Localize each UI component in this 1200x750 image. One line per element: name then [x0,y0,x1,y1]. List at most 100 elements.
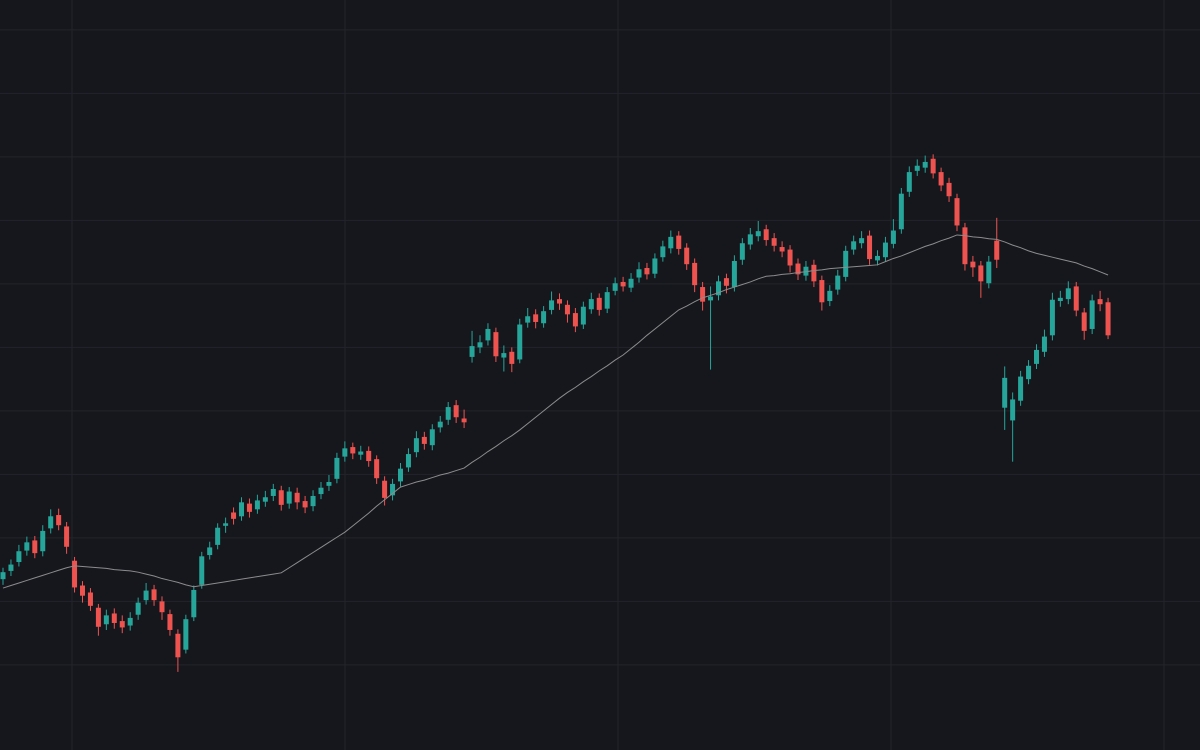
candle-body [668,236,674,249]
candle-body [366,450,372,462]
candle-body [16,551,22,563]
candle-body [342,448,348,457]
candle-body [596,297,602,310]
candle-body [1041,336,1047,352]
candle-body [318,487,324,495]
candle-body [48,516,54,529]
candle-body [588,299,594,310]
candle-body [302,501,308,508]
candle-body [739,243,745,260]
candle-body [771,238,777,246]
candle-body [183,619,189,650]
candle-body [1057,297,1063,302]
candle-body [429,429,435,446]
candle-body [358,451,364,455]
candle-body [1089,300,1095,329]
candle-body [867,235,873,260]
candle-body [32,540,38,554]
candle-body [723,278,729,286]
candle-body [398,468,403,482]
candle-body [1002,377,1008,408]
candle-body [453,405,459,418]
candle-body [636,269,642,278]
candle-body [390,483,396,496]
candle-body [95,607,101,627]
candle-body [286,491,292,504]
candle-body [898,193,904,230]
candle-body [827,290,833,302]
candle-body [8,564,14,571]
candle-body [87,592,93,606]
candle-body [978,265,984,282]
candle-body [954,198,960,226]
candle-body [1073,286,1079,311]
candle-body [72,560,78,588]
candle-body [763,229,769,241]
candle-body [294,492,300,503]
candle-body [80,585,85,596]
candle-body [485,328,491,341]
candle-body [1081,312,1087,331]
candle-body [819,280,825,303]
candle-body [612,283,618,291]
candle-body [254,500,260,510]
candle-body [1105,302,1111,336]
candle-body [493,332,499,357]
candle-body [159,601,165,613]
candle-body [779,247,785,252]
candle-body [191,589,197,618]
candle-body [700,287,706,302]
candle-body [461,418,467,423]
candle-body [278,490,284,505]
candle-body [127,617,133,626]
candle-body [143,590,149,601]
candle-body [1049,299,1055,336]
candle-body [986,261,992,284]
candle-body [517,324,523,360]
candle-body [111,613,117,623]
candle-body [652,258,658,274]
candle-body [564,304,570,315]
candle-body [890,230,896,244]
candle-body [175,633,181,658]
candle-body [119,621,125,628]
candle-body [24,542,30,551]
candle-body [938,172,944,186]
candle-body [731,261,737,288]
candle-body [755,231,761,237]
candle-body [1065,288,1071,300]
candle-body [795,263,801,275]
candle-body [350,447,356,454]
candle-body [413,438,419,453]
candle-body [405,454,411,468]
candle-body [1018,376,1024,401]
candle-body [469,346,475,357]
candle-body [199,556,205,585]
candle-body [620,281,626,287]
candle-body [215,527,221,545]
candle-body [859,238,865,244]
candle-body [994,240,1000,260]
candle-body [716,281,721,296]
candle-body [851,241,857,250]
candle-body [0,572,6,580]
candle-body [882,242,888,258]
candle-body [604,292,610,309]
candle-body [40,530,46,552]
candle-body [962,227,968,265]
candle-body [708,296,714,301]
candle-body [437,421,443,428]
candle-body [692,262,698,286]
moving-average-line [2,234,1109,589]
candle-body [445,407,451,420]
candle-body [135,602,141,615]
candle-body [811,264,817,282]
candle-body [930,158,936,174]
candle-body [207,547,213,556]
candle-body [239,502,244,517]
candle-body [747,234,753,245]
candle-body [946,182,952,197]
candle-body [501,353,507,358]
